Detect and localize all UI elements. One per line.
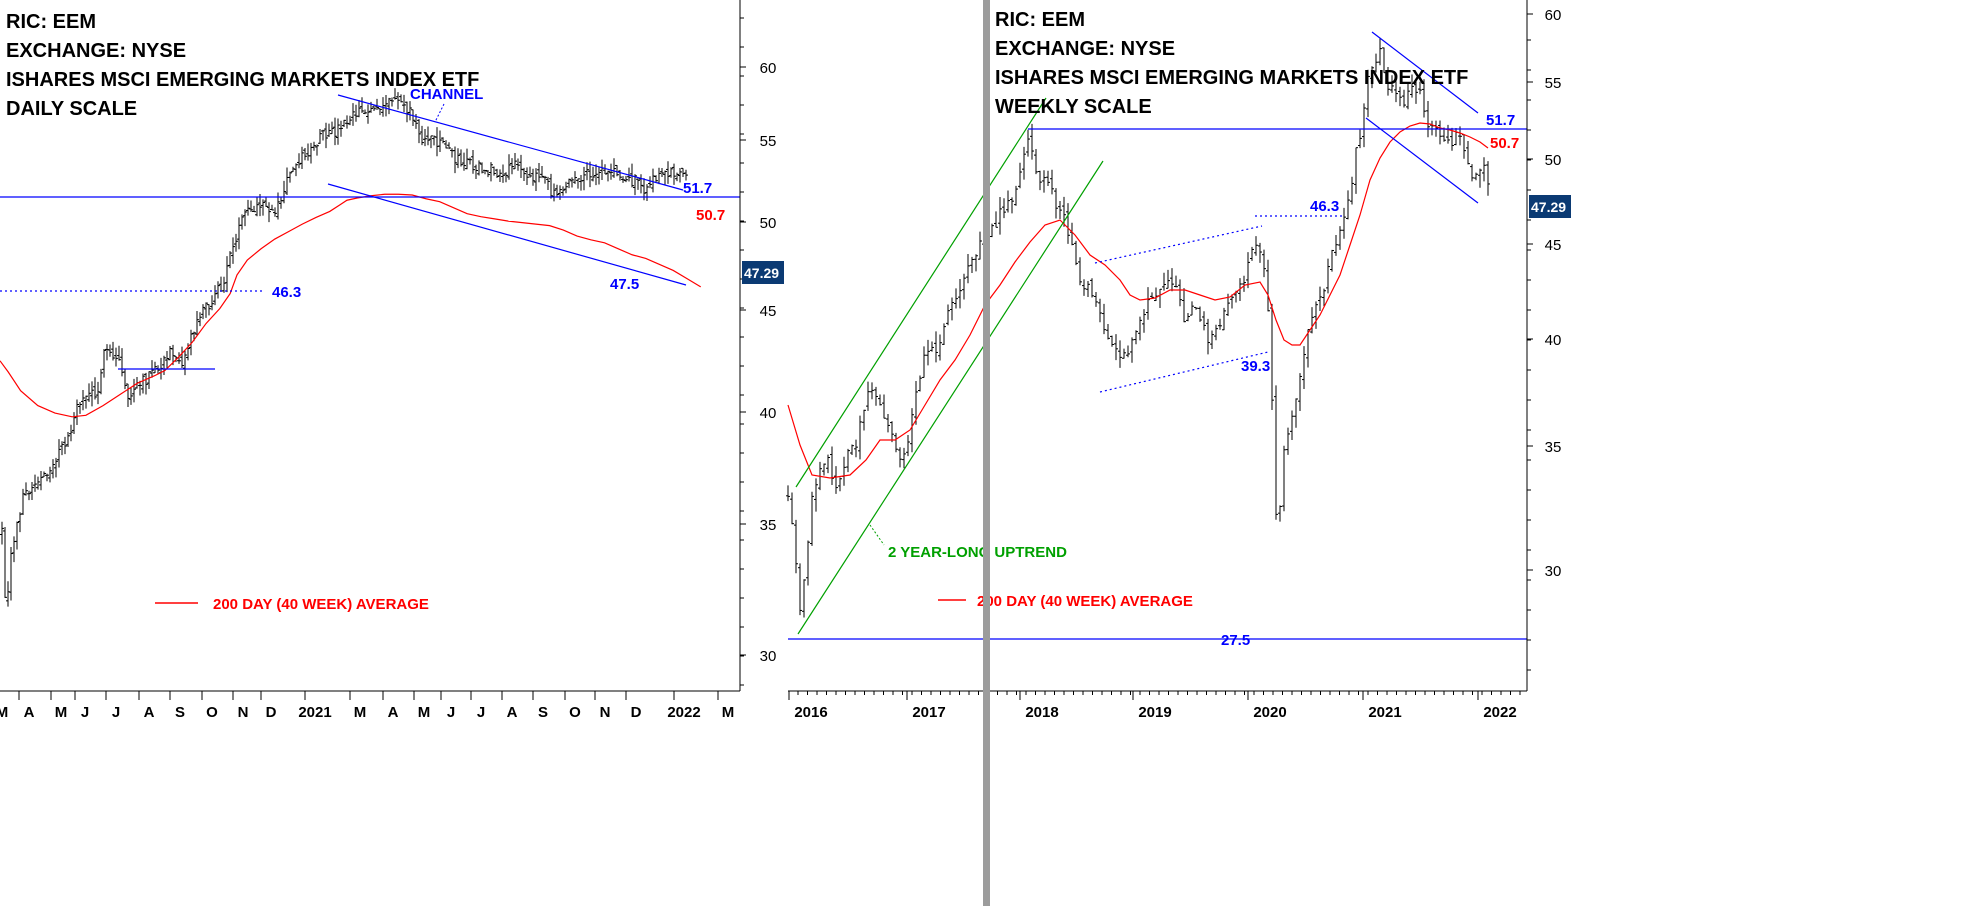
daily-y-tick-label: 60 (760, 60, 777, 77)
weekly-y-tick-label: 50 (1545, 152, 1562, 169)
weekly-level-50-7-label: 50.7 (1490, 135, 1519, 152)
weekly-ric: RIC: EEM (995, 9, 1085, 31)
daily-ric: RIC: EEM (6, 11, 96, 33)
weekly-header: RIC: EEM EXCHANGE: NYSE ISHARES MSCI EME… (995, 6, 1468, 122)
weekly-security-name: ISHARES MSCI EMERGING MARKETS INDEX ETF (995, 67, 1469, 89)
daily-channel-upper (337, 94, 684, 191)
daily-x-tick-label: M (354, 704, 367, 721)
weekly-axes-layer: 30 35 40 45 50 55 60 47.29 2016 2017 2018 2019 2020 2… (788, 0, 1571, 721)
panel-divider[interactable] (983, 0, 990, 906)
daily-x-tick-label: S (175, 704, 185, 721)
daily-level-46-3-label: 46.3 (272, 284, 301, 301)
daily-x-tick-label: M (418, 704, 431, 721)
weekly-level-39-3-label: 39.3 (1241, 358, 1270, 375)
daily-scale: DAILY SCALE (6, 98, 138, 120)
daily-legend-label: 200 DAY (40 WEEK) AVERAGE (213, 596, 429, 613)
daily-x-tick-label: O (206, 704, 218, 721)
weekly-legend-label: 200 DAY (40 WEEK) AVERAGE (977, 593, 1193, 610)
daily-x-tick-label: M (55, 704, 68, 721)
daily-security-name: ISHARES MSCI EMERGING MARKETS INDEX ETF (6, 69, 480, 91)
weekly-x-tick-label: 2021 (1368, 704, 1401, 721)
daily-level-51-7-label: 51.7 (683, 180, 712, 197)
weekly-x-tick-label: 2016 (794, 704, 827, 721)
daily-x-tick-label: J (477, 704, 485, 721)
daily-x-tick-label: N (600, 704, 611, 721)
weekly-uptrend-label: 2 YEAR-LONG UPTREND (888, 544, 1067, 561)
daily-header: RIC: EEM EXCHANGE: NYSE ISHARES MSCI EME… (6, 8, 479, 124)
daily-x-tick-label: J (447, 704, 455, 721)
weekly-last-price-tag (1529, 195, 1571, 218)
daily-x-tick-label: D (631, 704, 642, 721)
weekly-scale: WEEKLY SCALE (995, 96, 1152, 118)
daily-x-tick-label: D (266, 704, 277, 721)
daily-level-50-7-label: 50.7 (696, 207, 725, 224)
daily-200-day-average-line (0, 193, 702, 418)
weekly-y-tick-label: 30 (1545, 563, 1562, 580)
daily-exchange: EXCHANGE: NYSE (6, 40, 187, 62)
daily-channel-label: CHANNEL (410, 86, 483, 103)
weekly-x-tick-label: 2017 (912, 704, 945, 721)
daily-price-layer (0, 88, 688, 607)
daily-x-tick-label: A (24, 704, 35, 721)
daily-y-tick-label: 40 (760, 405, 777, 422)
weekly-200-day-average-line (787, 122, 1489, 479)
weekly-x-tick-label: 2018 (1025, 704, 1058, 721)
weekly-channel-upper (1371, 31, 1479, 114)
daily-x-tick-label: M (722, 704, 735, 721)
daily-x-tick-label: 2022 (667, 704, 700, 721)
weekly-channel-lower (1365, 117, 1479, 204)
weekly-price-layer (786, 37, 1490, 618)
weekly-y-tick-label: 40 (1545, 332, 1562, 349)
weekly-x-tick-label: 2019 (1138, 704, 1171, 721)
daily-x-tick-label: 2021 (298, 704, 331, 721)
daily-last-price-tag (742, 261, 784, 284)
daily-x-tick-label: S (538, 704, 548, 721)
weekly-y-tick-label: 60 (1545, 7, 1562, 24)
weekly-exchange: EXCHANGE: NYSE (995, 38, 1176, 60)
weekly-lines-layer: 2 YEAR-LONG UPTREND 51.7 46.3 39.3 27.5 50.7 2… (787, 31, 1527, 649)
daily-last-price-label: 47.29 (744, 265, 779, 281)
weekly-y-tick-label: 35 (1545, 439, 1562, 456)
daily-y-tick-label: 50 (760, 215, 777, 232)
weekly-uptrend-upper (795, 97, 1047, 488)
weekly-x-tick-label: 2020 (1253, 704, 1286, 721)
daily-y-tick-label: 55 (760, 133, 777, 150)
weekly-level-51-7-label: 51.7 (1486, 112, 1515, 129)
daily-channel-pointer (434, 103, 445, 123)
weekly-level-27-5-label: 27.5 (1221, 632, 1250, 649)
weekly-level-46-3-label: 46.3 (1310, 198, 1339, 215)
daily-y-tick-label: 35 (760, 517, 777, 534)
weekly-triangle-upper (1094, 225, 1263, 264)
weekly-uptrend-lower (797, 160, 1104, 635)
daily-x-tick-label: O (569, 704, 581, 721)
daily-x-tick-label: J (112, 704, 120, 721)
weekly-y-tick-label: 45 (1545, 237, 1562, 254)
daily-x-tick-label: J (81, 704, 89, 721)
weekly-uptrend-pointer (869, 524, 885, 546)
weekly-y-tick-label: 55 (1545, 75, 1562, 92)
daily-x-tick-label: N (238, 704, 249, 721)
daily-lines-layer: CHANNEL 51.7 46.3 50.7 47.5 200 DAY (40 WEEK)… (0, 86, 740, 613)
weekly-last-price-label: 47.29 (1531, 199, 1566, 215)
daily-level-47-5-label: 47.5 (610, 276, 639, 293)
daily-x-tick-label: A (507, 704, 518, 721)
weekly-x-tick-label: 2022 (1483, 704, 1516, 721)
daily-x-tick-label: M (0, 704, 8, 721)
daily-y-tick-label: 30 (760, 648, 777, 665)
daily-y-tick-label: 45 (760, 303, 777, 320)
daily-x-tick-label: A (388, 704, 399, 721)
weekly-triangle-lower (1099, 351, 1269, 393)
daily-x-tick-label: A (144, 704, 155, 721)
daily-channel-lower (327, 183, 687, 286)
